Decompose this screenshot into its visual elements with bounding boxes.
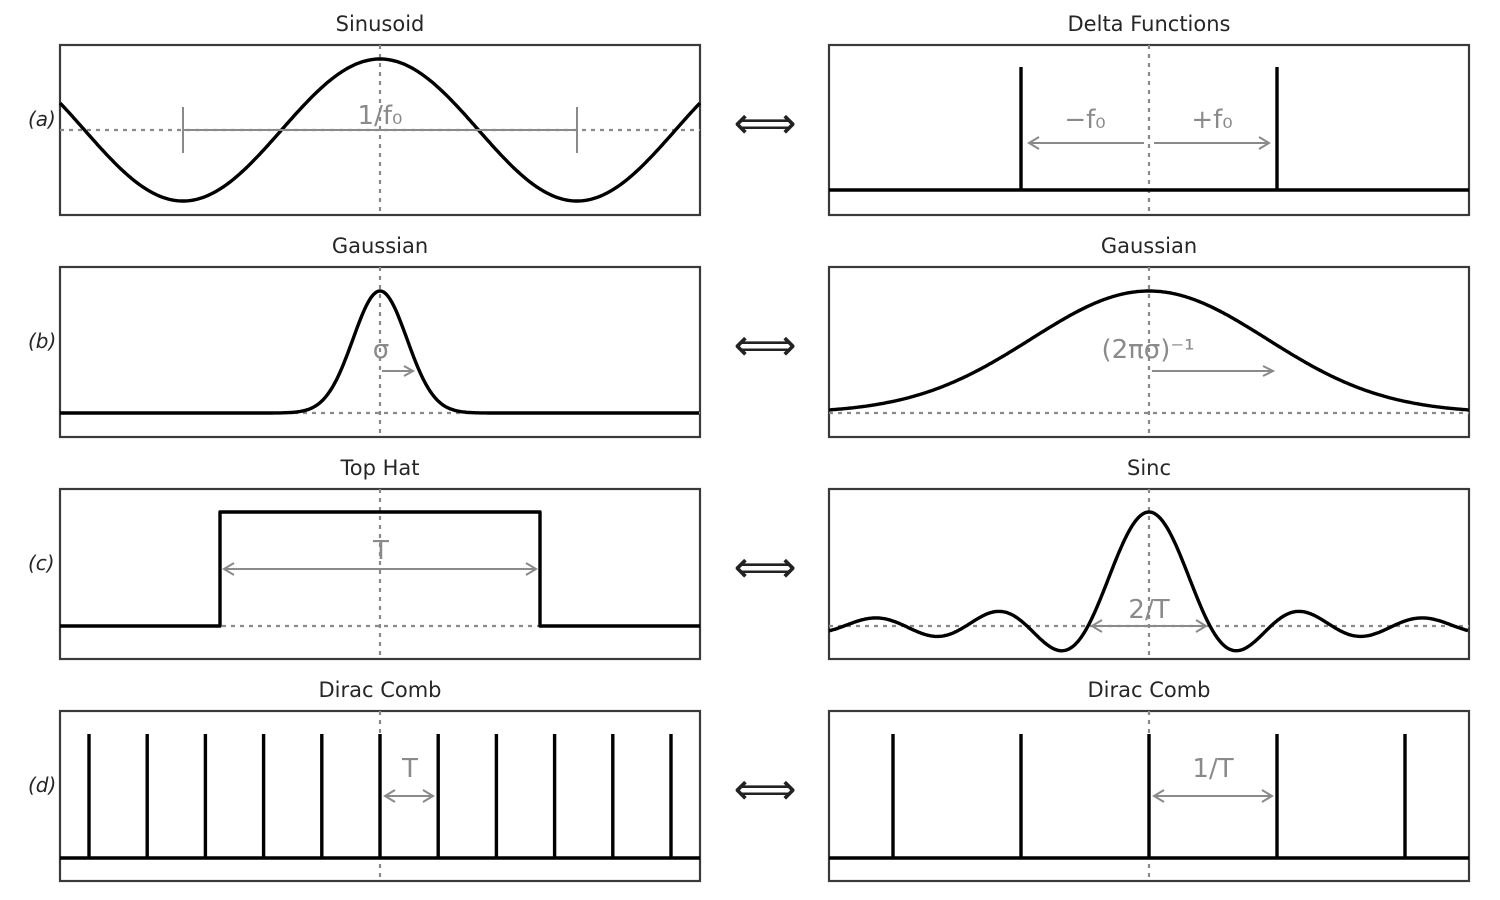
panel-title-top-hat: Top Hat — [339, 456, 419, 480]
zero-spacing-annotation: 2/T — [1128, 595, 1169, 625]
panel-gaussian-wide: Gaussian (2πσ)⁻¹ — [827, 234, 1471, 439]
transform-pair-arrow: ⟺ — [733, 764, 796, 815]
panel-title-gaussian: Gaussian — [1101, 234, 1197, 258]
arrowhead-right — [403, 365, 416, 377]
row-label-b: (b) — [28, 329, 56, 353]
panel-dirac-comb-sparse: Dirac Comb 1/T — [827, 678, 1471, 883]
row-label-a: (a) — [28, 107, 56, 131]
transform-pair-arrow: ⟺ — [733, 320, 796, 371]
arrowhead-right — [1258, 136, 1271, 150]
comb-spikes — [891, 734, 1407, 858]
arrowhead-left — [222, 562, 235, 576]
transform-pair-arrow: ⟺ — [733, 98, 796, 149]
panel-delta-functions: Delta Functions −f₀ +f₀ — [827, 12, 1471, 217]
arrowhead-left — [383, 789, 396, 803]
panel-top-hat: Top Hat T — [58, 456, 702, 661]
row-c: (c) Top Hat T ⟺ Sinc 2/T — [28, 456, 1471, 661]
row-d: (d) Dirac Comb T ⟺ Dirac Comb 1/T — [28, 678, 1471, 883]
arrowhead-left — [1090, 619, 1103, 633]
panel-title-gaussian: Gaussian — [332, 234, 428, 258]
arrowhead-right — [1261, 789, 1274, 803]
panel-title-dirac-comb: Dirac Comb — [1087, 678, 1210, 702]
panel-title-delta-functions: Delta Functions — [1068, 12, 1231, 36]
panel-sinusoid: Sinusoid 1/f₀ — [58, 12, 702, 217]
sigma-annotation: σ — [373, 335, 389, 365]
transform-pair-arrow: ⟺ — [733, 542, 796, 593]
sinusoid-curve — [58, 57, 702, 203]
arrowhead-right — [1262, 365, 1276, 377]
gaussian-narrow-curve — [59, 289, 700, 415]
width-annotation: T — [372, 536, 389, 566]
top-hat-curve — [60, 510, 700, 628]
panel-gaussian-narrow: Gaussian σ — [58, 234, 702, 439]
arrowhead-left — [1027, 136, 1040, 150]
spacing-annotation: 1/T — [1192, 754, 1233, 784]
panel-title-sinc: Sinc — [1127, 456, 1171, 480]
annotation-plus-f0: +f₀ — [1191, 105, 1232, 135]
panel-title-sinusoid: Sinusoid — [336, 12, 425, 36]
arrowhead-right — [1195, 619, 1208, 633]
annotation-minus-f0: −f₀ — [1064, 105, 1105, 135]
row-b: (b) Gaussian σ ⟺ Gaussian (2πσ)⁻¹ — [28, 234, 1471, 439]
arrowhead-left — [1152, 789, 1165, 803]
gaussian-wide-curve — [828, 289, 1470, 412]
panel-dirac-comb-dense: Dirac Comb T — [58, 678, 702, 883]
period-annotation: 1/f₀ — [358, 101, 403, 131]
width-annotation: (2πσ)⁻¹ — [1101, 335, 1194, 365]
arrowhead-right — [422, 789, 435, 803]
period-annotation: T — [401, 754, 418, 784]
comb-spikes — [87, 734, 673, 858]
row-label-c: (c) — [28, 551, 55, 575]
panel-sinc: Sinc 2/T — [827, 456, 1471, 661]
sinc-curve — [828, 510, 1469, 653]
panel-title-dirac-comb: Dirac Comb — [318, 678, 441, 702]
arrowhead-right — [525, 562, 538, 576]
row-label-d: (d) — [28, 773, 56, 797]
row-a: (a) Sinusoid 1/f₀ ⟺ Delta Functions −f₀ — [28, 12, 1471, 217]
